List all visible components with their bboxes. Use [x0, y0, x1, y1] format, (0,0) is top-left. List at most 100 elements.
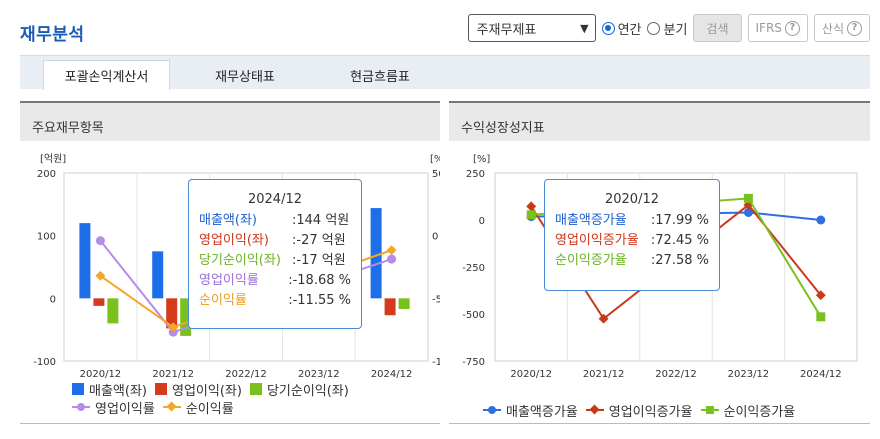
formula-button[interactable]: 산식 ?: [813, 14, 870, 42]
data-point: [168, 322, 179, 333]
chart-legend: 매출액증가율 영업이익증가율 순이익증가율: [483, 401, 873, 420]
tooltip-value: :17.99 %: [650, 213, 709, 228]
left-tick-label: 100: [37, 232, 56, 243]
key-financials-chart: [억원] [%] 200 100 0 -100 50 0 -50 -100 2020/12 2021/…: [33, 153, 440, 380]
data-point: [526, 201, 537, 212]
legend-label: 당기순이익(좌): [266, 383, 349, 399]
legend-label: 순이익률: [185, 401, 234, 417]
x-tick-label: 2023/12: [728, 369, 770, 380]
tooltip-rows: 매출액증가율:17.99 % 영업이익증가율:72.45 % 순이익증가율:27.5…: [555, 211, 709, 271]
legend-swatch: [72, 402, 90, 412]
y-tick-label: -500: [462, 310, 485, 321]
tooltip-period: 2024/12: [247, 192, 302, 207]
tooltip-label: 매출액증가율: [555, 213, 627, 228]
x-tick-label: 2024/12: [800, 369, 842, 380]
search-button[interactable]: 검색: [693, 14, 742, 42]
legend-swatch: [585, 405, 604, 415]
tooltip-value: :-17 억원: [292, 253, 346, 268]
x-tick-label: 2022/12: [225, 369, 267, 380]
legend-label: 영업이익(좌): [171, 383, 242, 399]
legend-item[interactable]: 매출액(좌): [72, 380, 147, 399]
bar: [370, 208, 382, 299]
ifrs-label: IFRS: [755, 21, 782, 35]
left-tick-label: -100: [33, 357, 56, 368]
tooltip-row: 당기순이익(좌):-17 억원: [199, 251, 351, 271]
data-point: [386, 245, 397, 256]
chart-legend: 매출액(좌) 영업이익(좌) 당기순이익(좌) 영업이익률 순이익률: [72, 380, 432, 417]
legend-swatch: [154, 383, 167, 395]
tooltip-value: :27.58 %: [650, 253, 709, 268]
data-point: [387, 254, 397, 264]
radio-annual[interactable]: 연간: [601, 19, 641, 38]
data-point: [95, 270, 106, 281]
left-axis-unit: [억원]: [40, 153, 66, 165]
tooltip-row: 매출액증가율 :17.99 %: [555, 211, 709, 231]
legend-swatch: [483, 405, 501, 415]
legend-item[interactable]: 영업이익률: [72, 398, 155, 417]
legend-item[interactable]: 순이익증가율: [700, 401, 796, 420]
chevron-down-icon: ▼: [580, 21, 589, 35]
tab-income-statement[interactable]: 포괄손익계산서: [43, 60, 170, 90]
statement-tabs: 포괄손익계산서 재무상태표 현금흐름표: [20, 55, 870, 90]
x-tick-label: 2023/12: [298, 369, 340, 380]
tooltip-label: 순이익률: [199, 293, 247, 308]
y-tick-label: -750: [462, 357, 485, 368]
formula-label: 산식: [821, 21, 844, 36]
bar: [79, 223, 91, 299]
y-tick-label: 250: [466, 169, 485, 180]
plot-frame: [63, 172, 429, 362]
tooltip-row: 영업이익(좌):-27 억원: [199, 231, 351, 251]
data-point: [95, 236, 105, 246]
legend-label: 영업이익증가율: [608, 404, 693, 420]
tooltip-label: 순이익증가율: [555, 253, 627, 268]
bar: [93, 298, 105, 306]
x-tick-label: 2021/12: [152, 369, 194, 380]
ifrs-button[interactable]: IFRS ?: [747, 14, 808, 42]
report-type-value: 주재무제표: [476, 22, 537, 38]
legend-item[interactable]: 순이익률: [162, 398, 234, 417]
right-tick-label: 50: [432, 169, 440, 180]
left-tick-label: 200: [37, 169, 56, 180]
tooltip-value: :-11.55 %: [288, 293, 351, 308]
radio-annual-indicator[interactable]: [601, 21, 615, 35]
tooltip-rows: 매출액(좌):144 억원 영업이익(좌):-27 억원 당기순이익(좌):-17 …: [199, 211, 351, 311]
y-tick-label: -250: [462, 263, 485, 274]
legend-item[interactable]: 영업이익증가율: [585, 401, 693, 420]
bar: [152, 251, 164, 299]
legend-label: 매출액(좌): [89, 383, 147, 399]
left-tick-label: 0: [50, 294, 56, 305]
tab-cash-flow[interactable]: 현금흐름표: [350, 69, 410, 85]
help-icon: ?: [847, 20, 862, 36]
data-point: [816, 312, 826, 322]
legend-item[interactable]: 영업이익(좌): [154, 380, 242, 399]
panel-title: 주요재무항목: [20, 101, 440, 141]
right-axis-unit: [%]: [430, 154, 440, 165]
legend-swatch: [162, 402, 181, 412]
plot-frame: [494, 172, 858, 362]
tooltip-period: 2020/12: [604, 192, 659, 207]
report-type-select[interactable]: 주재무제표 ▼: [467, 14, 596, 42]
y-tick-label: 0: [479, 216, 485, 227]
profitability-growth-panel: 수익성장성지표 [%] 250 0 -250 -500 -750 2020/12 2021/1…: [449, 101, 870, 424]
right-tick-label: -100: [432, 357, 440, 368]
legend-swatch: [700, 405, 719, 415]
legend-label: 순이익증가율: [723, 404, 796, 420]
tooltip-value: :72.45 %: [650, 233, 709, 248]
legend-swatch: [72, 383, 84, 395]
radio-quarter[interactable]: 분기: [647, 19, 687, 38]
chart-tooltip: 2020/12 매출액증가율:17.99 % 영업이익증가율:72.45 % 순이익…: [544, 179, 720, 291]
radio-quarter-indicator[interactable]: [647, 21, 661, 35]
right-tick-label: -50: [432, 294, 440, 305]
legend-item[interactable]: 당기순이익(좌): [249, 380, 349, 399]
tab-balance-sheet[interactable]: 재무상태표: [215, 69, 275, 85]
tooltip-value: :-18.68 %: [288, 273, 351, 288]
tooltip-value: :-27 억원: [292, 233, 346, 248]
panel-title: 수익성장성지표: [449, 101, 870, 141]
legend-swatch: [249, 383, 262, 395]
bar: [180, 298, 192, 336]
bar: [107, 298, 119, 324]
legend-item[interactable]: 매출액증가율: [483, 401, 578, 420]
data-point: [743, 193, 753, 203]
legend-label: 영업이익률: [95, 401, 155, 417]
tooltip-label: 매출액(좌): [199, 213, 257, 228]
